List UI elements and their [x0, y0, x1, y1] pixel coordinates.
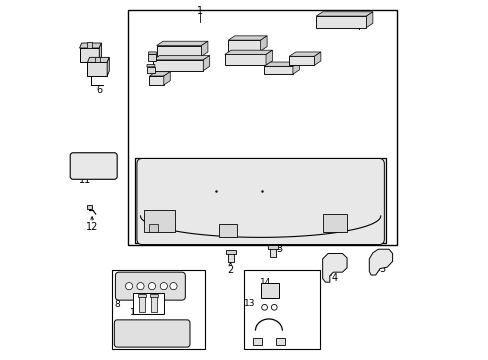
Bar: [264, 66, 292, 74]
Circle shape: [125, 283, 132, 290]
Text: 11: 11: [79, 175, 91, 185]
Text: 13: 13: [244, 299, 255, 308]
Bar: [149, 294, 158, 297]
Text: 2: 2: [226, 265, 233, 275]
Polygon shape: [368, 249, 392, 275]
Text: 10: 10: [130, 308, 142, 317]
Bar: [138, 294, 145, 297]
Bar: [144, 211, 174, 232]
Text: 9: 9: [125, 332, 131, 341]
Polygon shape: [228, 36, 266, 40]
Polygon shape: [149, 72, 170, 76]
Bar: [267, 245, 278, 249]
Circle shape: [137, 283, 144, 290]
Bar: [87, 62, 107, 76]
Bar: [269, 247, 276, 257]
Polygon shape: [260, 36, 266, 51]
Bar: [86, 42, 92, 48]
Polygon shape: [148, 52, 156, 54]
Circle shape: [148, 283, 155, 290]
Text: 12: 12: [86, 222, 98, 232]
Circle shape: [160, 283, 167, 290]
Polygon shape: [264, 62, 299, 66]
Polygon shape: [153, 55, 209, 60]
Text: 4: 4: [330, 273, 337, 283]
Bar: [227, 252, 234, 262]
Bar: [139, 296, 145, 312]
Bar: [316, 16, 366, 28]
Bar: [276, 338, 285, 345]
Bar: [244, 270, 319, 348]
Polygon shape: [224, 50, 272, 54]
Bar: [149, 76, 163, 85]
Text: 1: 1: [196, 6, 203, 17]
Bar: [150, 296, 157, 312]
Bar: [224, 54, 265, 65]
Polygon shape: [156, 41, 207, 45]
Polygon shape: [107, 57, 109, 76]
Bar: [112, 270, 204, 348]
Bar: [153, 60, 203, 71]
Bar: [219, 224, 237, 237]
Bar: [80, 48, 99, 62]
Polygon shape: [289, 52, 320, 56]
Bar: [94, 57, 100, 62]
Polygon shape: [135, 158, 386, 243]
Polygon shape: [147, 64, 155, 67]
Bar: [148, 54, 156, 60]
FancyBboxPatch shape: [114, 320, 190, 347]
Text: 3: 3: [276, 244, 282, 254]
Bar: [225, 250, 235, 253]
Text: 14: 14: [259, 278, 270, 287]
Bar: [128, 10, 396, 244]
Bar: [149, 225, 158, 231]
Polygon shape: [203, 55, 209, 71]
Polygon shape: [163, 72, 170, 85]
Bar: [228, 40, 260, 51]
Bar: [260, 283, 278, 298]
Circle shape: [169, 283, 177, 290]
Bar: [253, 338, 262, 345]
Polygon shape: [292, 62, 299, 74]
FancyBboxPatch shape: [137, 158, 384, 244]
Polygon shape: [87, 57, 109, 62]
Polygon shape: [201, 41, 207, 56]
Bar: [323, 214, 346, 232]
Text: 7: 7: [355, 22, 362, 32]
Bar: [156, 45, 201, 56]
Polygon shape: [99, 43, 101, 62]
Bar: [289, 56, 314, 65]
Polygon shape: [265, 50, 272, 65]
Text: 8: 8: [114, 300, 120, 309]
Bar: [147, 67, 155, 73]
FancyBboxPatch shape: [115, 272, 185, 300]
Polygon shape: [80, 43, 101, 48]
Text: 5: 5: [379, 264, 385, 274]
Bar: [87, 206, 92, 210]
FancyBboxPatch shape: [70, 153, 117, 179]
Text: 6: 6: [96, 85, 102, 95]
Bar: [133, 293, 163, 315]
Polygon shape: [314, 52, 320, 65]
Polygon shape: [366, 12, 372, 28]
Polygon shape: [316, 12, 372, 16]
Polygon shape: [322, 253, 346, 282]
